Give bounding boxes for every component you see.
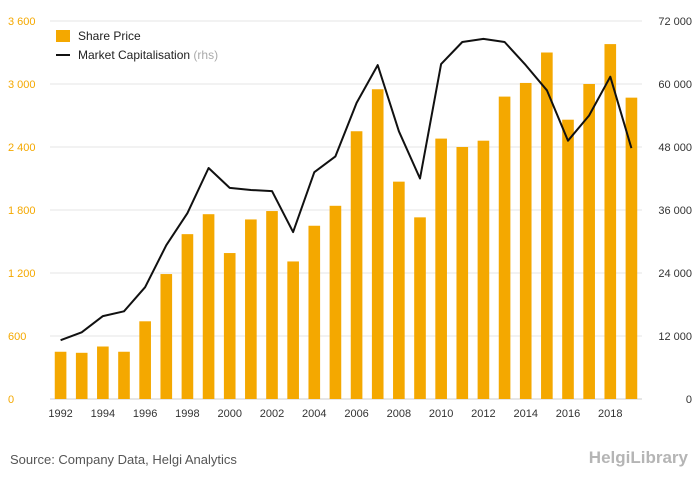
gridlines xyxy=(50,20,642,400)
right-axis-tick-label: 72 000 xyxy=(658,16,692,28)
share-price-bar xyxy=(160,274,173,399)
x-axis-tick-label: 2012 xyxy=(471,408,495,420)
share-price-bar xyxy=(583,84,595,399)
share-price-bar xyxy=(308,225,321,399)
left-axis-tick-label: 1 200 xyxy=(8,268,36,280)
x-axis-tick-label: 2004 xyxy=(302,408,326,420)
share-price-bar xyxy=(414,217,426,399)
helgi-library-logo: HelgiLibrary xyxy=(588,448,688,467)
legend-market-cap-label: Market Capitalisation (rhs) xyxy=(78,48,218,62)
market-cap-line xyxy=(60,37,633,342)
share-price-bar xyxy=(266,211,278,399)
share-price-bar xyxy=(245,219,257,399)
share-price-bar xyxy=(541,52,553,399)
legend: Share Price Market Capitalisation (rhs) xyxy=(56,29,218,62)
share-price-bar xyxy=(54,351,67,399)
left-axis-tick-label: 0 xyxy=(8,394,14,406)
legend-market-cap-name: Market Capitalisation xyxy=(78,48,190,62)
x-axis-tick-label: 2014 xyxy=(513,408,537,420)
x-axis-tick-label: 2008 xyxy=(387,408,411,420)
share-price-bar xyxy=(562,119,574,399)
share-price-bar xyxy=(519,82,532,399)
x-axis-tick-label: 1992 xyxy=(48,408,72,420)
right-axis-tick-label: 0 xyxy=(686,394,692,406)
right-axis-tick-label: 60 000 xyxy=(658,79,692,91)
share-price-bar xyxy=(477,140,490,399)
share-price-bar xyxy=(604,44,617,399)
share-price-bar xyxy=(498,96,511,399)
x-axis-tick-label: 2000 xyxy=(217,408,241,420)
legend-share-price-swatch xyxy=(56,30,70,42)
right-axis-tick-label: 36 000 xyxy=(658,205,692,217)
share-price-bar xyxy=(97,346,109,399)
share-price-bar xyxy=(118,351,130,399)
legend-market-cap-suffix: (rhs) xyxy=(193,48,218,62)
combo-chart: 0 600 1 200 1 800 2 400 3 000 3 600 0 12 000 24 … xyxy=(8,16,692,420)
left-axis-tick-label: 2 400 xyxy=(8,142,36,154)
left-axis-tick-label: 3 000 xyxy=(8,79,36,91)
x-axis-tick-label: 1994 xyxy=(91,408,115,420)
share-price-bar xyxy=(393,181,405,399)
left-axis-tick-label: 3 600 xyxy=(8,16,36,28)
share-price-bar xyxy=(181,234,194,399)
share-price-bar xyxy=(75,352,88,399)
share-price-bars xyxy=(54,44,638,400)
x-axis-tick-label: 1998 xyxy=(175,408,199,420)
share-price-bar xyxy=(287,261,299,399)
source-note: Source: Company Data, Helgi Analytics xyxy=(10,452,237,467)
left-axis-tick-label: 600 xyxy=(8,331,26,343)
x-axis-tick-label: 2002 xyxy=(260,408,284,420)
market-cap-series-line xyxy=(60,37,633,342)
share-price-bar xyxy=(329,205,342,399)
share-price-bar xyxy=(350,131,363,399)
share-price-bar xyxy=(435,138,447,399)
share-price-bar xyxy=(202,214,215,399)
left-axis-tick-label: 1 800 xyxy=(8,205,36,217)
x-axis-tick-label: 2016 xyxy=(556,408,580,420)
x-axis-tick-label: 2006 xyxy=(344,408,368,420)
right-axis-ticks: 0 12 000 24 000 36 000 48 000 60 000 72 000 xyxy=(658,16,692,406)
right-axis-tick-label: 48 000 xyxy=(658,142,692,154)
right-axis-tick-label: 24 000 xyxy=(658,268,692,280)
x-axis-ticks: 1992 1994 1996 1998 2000 2002 2004 2006 2008 2010… xyxy=(48,408,622,420)
x-axis-tick-label: 2010 xyxy=(429,408,453,420)
x-axis-tick-label: 2018 xyxy=(598,408,622,420)
share-price-bar xyxy=(139,321,151,399)
share-price-bar xyxy=(625,97,638,400)
x-axis-tick-label: 1996 xyxy=(133,408,157,420)
share-price-bar xyxy=(223,253,236,399)
left-axis-ticks: 0 600 1 200 1 800 2 400 3 000 3 600 xyxy=(8,16,36,406)
legend-share-price-label: Share Price xyxy=(78,29,141,43)
share-price-bar xyxy=(456,147,469,399)
right-axis-tick-label: 12 000 xyxy=(658,331,692,343)
share-price-bar xyxy=(371,89,384,399)
